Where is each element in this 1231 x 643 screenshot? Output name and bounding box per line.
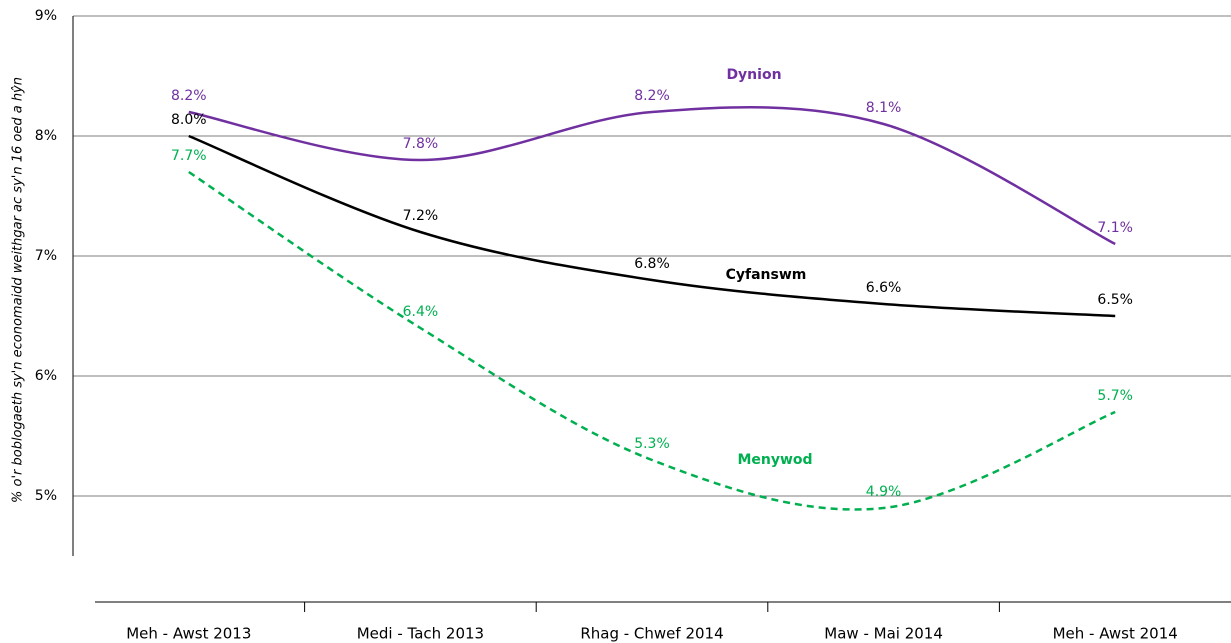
line: [188, 170, 1116, 511]
data-label: 7.1%: [1097, 220, 1133, 236]
x-tick-label: Meh - Awst 2013: [126, 625, 251, 643]
data-label: 8.1%: [866, 100, 902, 116]
line: [188, 106, 1116, 246]
y-tick-label: 9%: [35, 8, 57, 24]
data-label: 7.2%: [403, 208, 439, 224]
data-label: 7.8%: [403, 136, 439, 152]
series-label: Menywod: [737, 452, 812, 468]
line: [188, 134, 1116, 318]
data-label: 6.4%: [403, 304, 439, 320]
y-axis-label: % o'r boblogaeth sy'n economaidd weithga…: [11, 77, 26, 503]
data-label: 6.6%: [866, 280, 902, 296]
y-tick-label: 8%: [35, 128, 57, 144]
series-label: Cyfanswm: [726, 267, 807, 283]
data-label: 8.2%: [171, 88, 207, 104]
data-label: 6.5%: [1097, 292, 1133, 308]
series-label: Dynion: [726, 67, 781, 83]
data-label: 8.0%: [171, 112, 207, 128]
data-label: 5.7%: [1097, 388, 1133, 404]
data-label: 4.9%: [866, 484, 902, 500]
data-label: 6.8%: [634, 256, 670, 272]
x-tick-label: Rhag - Chwef 2014: [580, 625, 723, 643]
data-label: 5.3%: [634, 436, 670, 452]
x-tick-label: Meh - Awst 2014: [1053, 625, 1178, 643]
data-label: 7.7%: [171, 148, 207, 164]
data-label: 8.2%: [634, 88, 670, 104]
x-tick-label: Medi - Tach 2013: [357, 625, 484, 643]
x-tick-label: Maw - Mai 2014: [824, 625, 943, 643]
y-tick-label: 6%: [35, 368, 57, 384]
y-tick-label: 5%: [35, 488, 57, 504]
y-tick-label: 7%: [35, 248, 57, 264]
